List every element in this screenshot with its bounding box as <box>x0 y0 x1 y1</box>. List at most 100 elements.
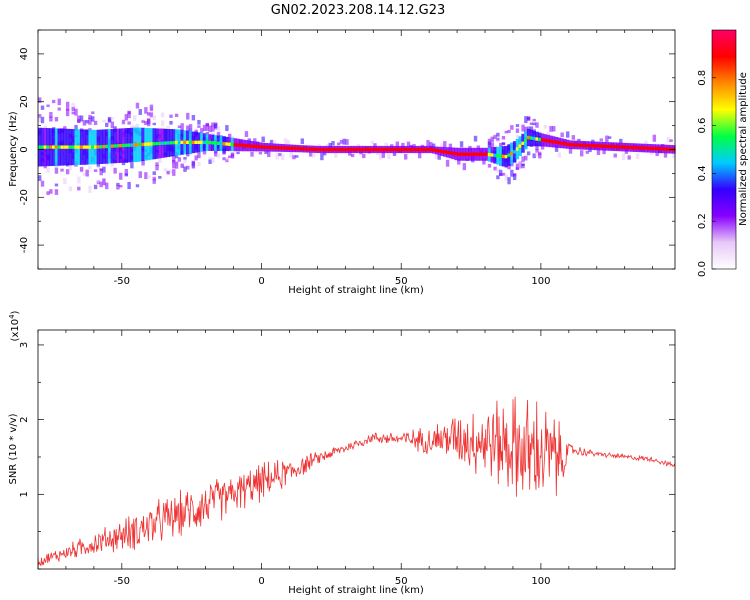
heatmap-cell <box>63 178 67 185</box>
heatmap-cell <box>353 147 358 152</box>
heatmap-cell <box>152 142 156 146</box>
heatmap-cell <box>552 126 556 132</box>
heatmap-cell <box>479 152 483 156</box>
heatmap-cell <box>619 138 623 144</box>
heatmap-cell <box>493 153 497 157</box>
heatmap-cell <box>225 157 229 161</box>
heatmap-cell <box>289 152 293 158</box>
heatmap-cell <box>211 157 215 163</box>
heatmap-cell <box>197 151 201 159</box>
heatmap-cell <box>57 145 61 149</box>
heatmap-cell <box>54 183 59 187</box>
heatmap-cell <box>169 114 173 118</box>
spectrogram-y-tick-label: 0 <box>19 146 30 152</box>
heatmap-cell <box>130 162 134 169</box>
heatmap-cell <box>322 147 327 152</box>
heatmap-cell <box>521 164 525 169</box>
spectrogram-y-tick-label: -20 <box>19 189 30 205</box>
heatmap-cell <box>186 165 190 170</box>
heatmap-cell <box>225 142 229 146</box>
heatmap-cell <box>501 154 506 159</box>
heatmap-cell <box>356 147 360 152</box>
colorbar-tick-label: 0.8 <box>697 70 708 86</box>
heatmap-cell <box>666 147 671 151</box>
heatmap-cell <box>77 176 81 184</box>
heatmap-cell <box>496 132 500 137</box>
heatmap-cell <box>38 97 42 103</box>
heatmap-cell <box>515 163 520 170</box>
heatmap-cell <box>202 124 207 132</box>
heatmap-cell <box>51 145 56 149</box>
heatmap-cell <box>208 125 212 133</box>
heatmap-cell <box>188 140 193 145</box>
heatmap-cell <box>518 161 522 169</box>
heatmap-cell <box>295 155 299 158</box>
heatmap-cell <box>362 153 366 159</box>
heatmap-cell <box>177 125 182 129</box>
heatmap-cell <box>322 151 327 156</box>
heatmap-cell <box>113 144 117 148</box>
heatmap-cell <box>96 179 101 183</box>
heatmap-cell <box>54 189 59 195</box>
heatmap-cell <box>342 138 346 145</box>
heatmap-cell <box>169 141 173 145</box>
heatmap-cell <box>655 152 659 157</box>
heatmap-cell <box>510 169 514 177</box>
heatmap-cell <box>644 140 648 146</box>
heatmap-cell <box>186 140 190 145</box>
heatmap-cell <box>99 145 103 149</box>
heatmap-cell <box>596 144 601 148</box>
heatmap-cell <box>529 122 534 125</box>
heatmap-cell <box>387 153 391 159</box>
heatmap-cell <box>445 150 450 155</box>
heatmap-cell <box>194 140 198 145</box>
heatmap-cell <box>336 147 341 152</box>
heatmap-cell <box>216 126 221 132</box>
heatmap-cell <box>557 141 562 145</box>
heatmap-cell <box>38 114 42 119</box>
heatmap-cell <box>88 145 92 149</box>
heatmap-cell <box>275 153 279 160</box>
heatmap-cell <box>515 124 520 128</box>
heatmap-cell <box>60 145 64 149</box>
heatmap-cell <box>152 176 156 181</box>
heatmap-cell <box>57 107 61 111</box>
heatmap-cell <box>465 152 469 156</box>
heatmap-cell <box>613 153 617 158</box>
heatmap-cell <box>566 142 570 146</box>
heatmap-cell <box>68 164 73 171</box>
heatmap-cell <box>283 146 288 150</box>
heatmap-cell <box>211 122 215 127</box>
heatmap-cell <box>507 129 511 133</box>
heatmap-cell <box>85 169 89 177</box>
colorbar-gradient <box>712 30 736 269</box>
heatmap-cell <box>79 145 84 149</box>
heatmap-cell <box>309 147 313 151</box>
heatmap-cell <box>384 147 388 152</box>
heatmap-cell <box>524 126 528 134</box>
heatmap-cell <box>580 150 584 157</box>
heatmap-cell <box>554 145 559 152</box>
heatmap-cell <box>521 163 525 166</box>
heatmap-cell <box>331 147 335 152</box>
heatmap-cell <box>46 191 50 195</box>
heatmap-cell <box>320 147 324 152</box>
heatmap-cell <box>149 112 154 118</box>
heatmap-cell <box>85 119 89 124</box>
heatmap-cell <box>107 116 112 122</box>
heatmap-cell <box>194 155 198 161</box>
heatmap-cell <box>309 152 313 157</box>
heatmap-cell <box>624 145 629 149</box>
heatmap-cell <box>255 144 260 149</box>
heatmap-cell <box>652 134 657 142</box>
heatmap-cell <box>585 150 589 154</box>
heatmap-cell <box>121 143 126 148</box>
heatmap-cell <box>113 167 117 174</box>
heatmap-cell <box>152 122 156 126</box>
heatmap-cell <box>621 145 626 149</box>
heatmap-cell <box>331 141 335 146</box>
heatmap-cell <box>144 142 148 146</box>
heatmap-cell <box>49 116 53 122</box>
spectrogram-x-tick-label: 0 <box>258 276 264 287</box>
heatmap-cell <box>518 144 522 148</box>
